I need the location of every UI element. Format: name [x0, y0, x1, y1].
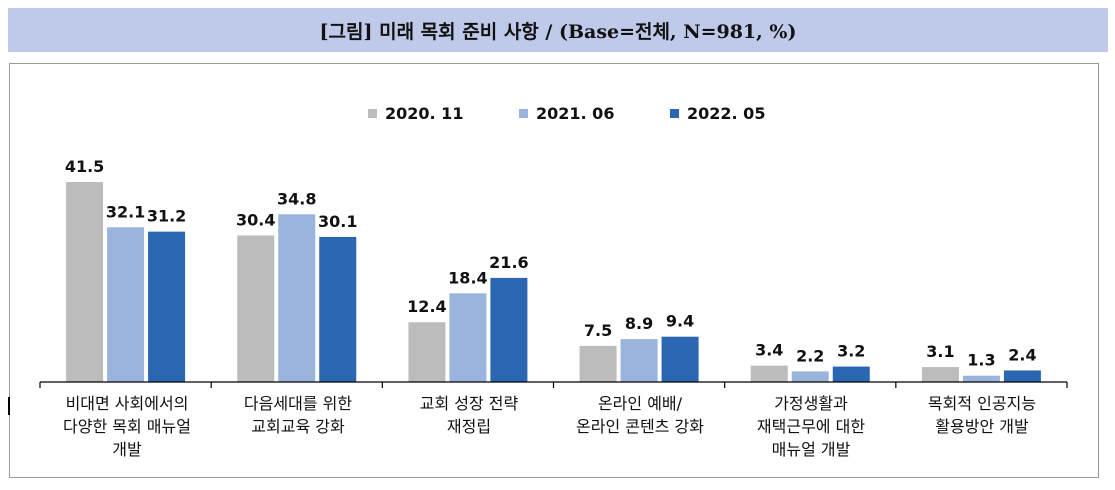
category-label-2: 다음세대를 위한 교회교육 강화: [243, 394, 353, 436]
value-label-1-series-1: 41.5: [65, 157, 104, 176]
category-label-1: 비대면 사회에서의 다양한 목회 매뉴얼 개발: [63, 394, 191, 459]
legend-swatch-series-2: [519, 108, 528, 118]
bar-3-series-3: [490, 277, 528, 382]
bar-6-series-1: [921, 367, 959, 382]
bar-4-series-1: [579, 345, 617, 382]
legend-label-series-2: 2021. 06: [536, 103, 615, 123]
value-label-3-series-1: 12.4: [407, 297, 446, 316]
bar-4-series-3: [661, 336, 699, 382]
legend-label-series-1: 2020. 11: [385, 103, 464, 123]
category-label-4: 온라인 예배/ 온라인 콘텐츠 강화: [576, 394, 704, 436]
value-label-3-series-2: 18.4: [448, 268, 487, 287]
value-label-1-series-3: 31.2: [147, 207, 186, 226]
bar-6-series-3: [1003, 370, 1041, 382]
chart-title: [그림] 미래 목회 준비 사항 / (Base=전체, N=981, %): [319, 20, 797, 43]
bar-5-series-1: [750, 365, 788, 382]
value-label-6-series-2: 1.3: [967, 351, 995, 370]
value-label-6-series-1: 3.1: [926, 342, 954, 361]
legend-item-series-2: 2021. 06: [519, 100, 614, 126]
value-label-4-series-2: 8.9: [625, 314, 653, 333]
legend-label-series-3: 2022. 05: [687, 103, 766, 123]
value-label-2-series-2: 34.8: [277, 189, 316, 208]
bar-5-series-3: [832, 366, 870, 382]
bar-1-series-2: [107, 227, 145, 382]
category-label-3: 교회 성장 전략 재정립: [419, 394, 519, 436]
bar-3-series-1: [408, 322, 446, 382]
bar-1-series-1: [66, 182, 104, 382]
chart-frame: [9, 63, 1099, 478]
value-label-3-series-3: 21.6: [489, 253, 528, 272]
bar-1-series-3: [148, 231, 186, 382]
bar-4-series-2: [620, 339, 658, 382]
legend-swatch-series-1: [368, 108, 377, 118]
legend-swatch-series-3: [670, 108, 679, 118]
value-label-6-series-3: 2.4: [1008, 345, 1036, 364]
legend-item-series-3: 2022. 05: [670, 100, 765, 126]
bar-2-series-2: [278, 214, 316, 382]
bar-3-series-2: [449, 293, 487, 382]
bar-2-series-3: [319, 236, 357, 382]
value-label-5-series-2: 2.2: [796, 346, 824, 365]
legend-item-series-1: 2020. 11: [368, 100, 463, 126]
bar-2-series-1: [237, 235, 275, 382]
value-label-5-series-3: 3.2: [837, 342, 865, 361]
value-label-4-series-3: 9.4: [666, 312, 694, 331]
value-label-1-series-2: 32.1: [106, 202, 145, 221]
value-label-2-series-3: 30.1: [318, 212, 357, 231]
bar-6-series-2: [962, 375, 1000, 382]
edge-marker: [8, 397, 10, 415]
category-label-5: 가정생활과 재택근무에 대한 매뉴얼 개발: [756, 394, 866, 459]
value-label-2-series-1: 30.4: [236, 210, 275, 229]
value-label-5-series-1: 3.4: [755, 341, 783, 360]
category-label-6: 목회적 인공지능 활용방안 개발: [927, 394, 1037, 436]
value-label-4-series-1: 7.5: [584, 321, 612, 340]
bar-5-series-2: [791, 371, 829, 382]
chart-title-bar: [그림] 미래 목회 준비 사항 / (Base=전체, N=981, %): [8, 8, 1108, 52]
legend: 2020. 11 2021. 06 2022. 05: [0, 100, 1115, 126]
